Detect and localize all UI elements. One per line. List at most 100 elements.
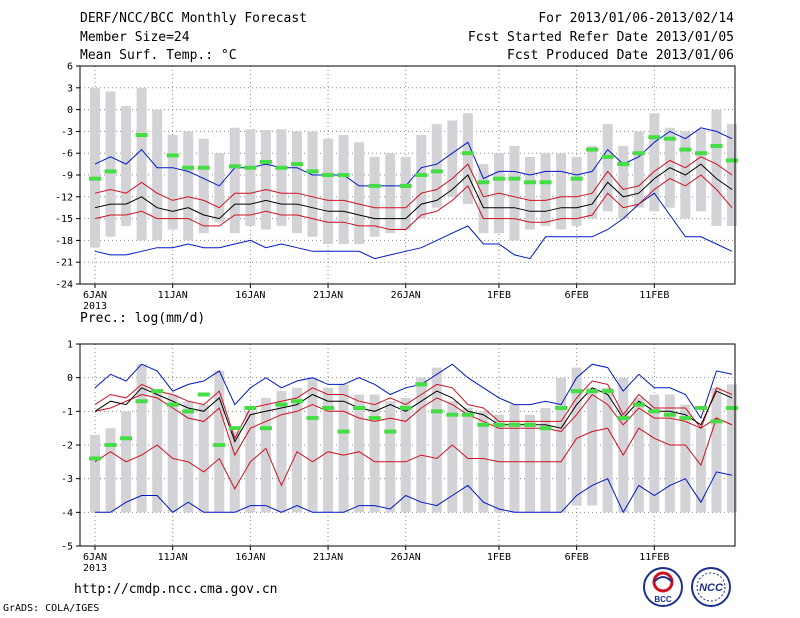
y-tick-label-0-10: -24 bbox=[55, 280, 73, 291]
x-tick-label-1-3: 21JAN bbox=[313, 552, 343, 563]
observed-mark-1-19 bbox=[384, 429, 397, 434]
spread-bar-1-26 bbox=[493, 414, 504, 513]
observed-mark-1-22 bbox=[430, 409, 443, 414]
q10-line-1 bbox=[94, 417, 733, 490]
spread-bar-0-13 bbox=[291, 131, 302, 234]
observed-mark-1-33 bbox=[601, 389, 614, 394]
observed-mark-1-28 bbox=[524, 422, 537, 427]
y-tick-label-1-1: 0 bbox=[67, 373, 73, 384]
produced-date: Fcst Produced Date 2013/01/06 bbox=[507, 48, 734, 63]
spread-bar-0-18 bbox=[369, 156, 380, 237]
observed-mark-1-20 bbox=[399, 405, 412, 410]
spread-bar-0-1 bbox=[105, 91, 116, 237]
observed-mark-1-27 bbox=[508, 422, 521, 427]
footer-url[interactable]: http://cmdp.ncc.cma.gov.cn bbox=[74, 582, 278, 597]
observed-mark-1-2 bbox=[120, 436, 133, 441]
observed-mark-1-8 bbox=[213, 443, 226, 447]
observed-mark-1-12 bbox=[275, 402, 288, 407]
spread-bar-1-1 bbox=[105, 428, 116, 513]
observed-mark-0-21 bbox=[415, 173, 428, 177]
observed-mark-1-31 bbox=[570, 389, 583, 394]
x-tick-label-0-3: 21JAN bbox=[313, 290, 343, 301]
spread-bar-1-20 bbox=[400, 397, 411, 513]
y-tick-label-0-5: -9 bbox=[61, 171, 73, 182]
spread-bar-1-25 bbox=[478, 411, 489, 513]
spread-bar-1-13 bbox=[291, 387, 302, 513]
y-tick-label-0-8: -18 bbox=[55, 236, 73, 247]
observed-mark-1-15 bbox=[322, 405, 335, 410]
spread-bar-1-5 bbox=[167, 394, 178, 513]
observed-mark-0-13 bbox=[290, 162, 303, 167]
observed-mark-0-9 bbox=[228, 164, 241, 169]
x-tick-label-1-7: 11FEB bbox=[639, 552, 669, 563]
observed-mark-0-29 bbox=[539, 180, 552, 185]
max-line-1 bbox=[94, 363, 733, 420]
observed-mark-0-35 bbox=[632, 151, 645, 156]
observed-mark-0-0 bbox=[89, 176, 101, 181]
spread-bar-0-24 bbox=[462, 113, 473, 205]
observed-mark-0-38 bbox=[679, 147, 692, 152]
spread-bar-0-9 bbox=[229, 127, 240, 234]
observed-mark-0-14 bbox=[306, 169, 319, 174]
observed-mark-0-32 bbox=[586, 147, 599, 152]
spread-bar-0-31 bbox=[571, 156, 582, 226]
observed-mark-1-11 bbox=[259, 426, 272, 431]
min-line-0 bbox=[94, 192, 733, 260]
spread-bar-1-38 bbox=[680, 404, 691, 513]
observed-mark-0-20 bbox=[399, 183, 412, 188]
spread-bar-0-23 bbox=[447, 120, 458, 197]
spread-bar-1-4 bbox=[152, 391, 163, 513]
x-tick-label-0-2: 16JAN bbox=[235, 290, 265, 301]
x-tick-label-0-5: 1FEB bbox=[487, 290, 511, 301]
spread-bar-0-10 bbox=[245, 129, 256, 226]
spread-bar-0-6 bbox=[183, 131, 194, 241]
spread-bar-0-35 bbox=[633, 131, 644, 208]
observed-mark-0-33 bbox=[601, 154, 614, 159]
observed-mark-1-35 bbox=[632, 402, 645, 407]
observed-mark-0-10 bbox=[244, 165, 257, 170]
x-tick-label-0-1: 11JAN bbox=[158, 290, 188, 301]
x-tick-label-0-7: 11FEB bbox=[639, 290, 669, 301]
spread-bar-0-34 bbox=[618, 145, 629, 219]
spread-bar-1-12 bbox=[276, 391, 287, 513]
spread-bar-0-22 bbox=[431, 124, 442, 208]
spread-bar-0-2 bbox=[121, 105, 132, 226]
observed-mark-1-17 bbox=[353, 405, 366, 410]
observed-mark-0-39 bbox=[694, 151, 707, 156]
spread-bar-0-4 bbox=[152, 109, 163, 241]
y-tick-label-0-7: -15 bbox=[55, 214, 73, 225]
spread-bar-0-0 bbox=[90, 87, 100, 248]
observed-mark-0-5 bbox=[166, 153, 179, 158]
spread-bar-0-5 bbox=[167, 135, 178, 230]
observed-mark-0-7 bbox=[197, 165, 210, 170]
y-tick-label-0-0: 6 bbox=[67, 62, 73, 73]
observed-mark-1-4 bbox=[151, 389, 164, 394]
observed-mark-1-23 bbox=[446, 412, 459, 417]
x-tick-label-1-0: 6JAN bbox=[83, 552, 107, 563]
y-tick-label-1-4: -3 bbox=[61, 474, 73, 485]
median-line-1 bbox=[94, 387, 733, 443]
spread-bar-0-28 bbox=[525, 156, 536, 230]
min-line-1 bbox=[95, 471, 733, 514]
variable-label: Mean Surf. Temp.: °C bbox=[80, 48, 237, 63]
observed-mark-0-26 bbox=[492, 176, 505, 181]
spread-bar-1-23 bbox=[447, 401, 458, 513]
spread-bar-1-31 bbox=[571, 367, 582, 506]
observed-mark-1-0 bbox=[89, 456, 101, 461]
observed-mark-1-29 bbox=[539, 426, 552, 431]
spread-bar-1-7 bbox=[198, 404, 209, 513]
observed-mark-0-40 bbox=[710, 143, 723, 148]
y-tick-label-1-3: -2 bbox=[61, 441, 73, 452]
spread-bar-0-33 bbox=[602, 124, 613, 212]
spread-bar-0-3 bbox=[136, 87, 147, 241]
spread-bar-1-37 bbox=[664, 394, 675, 513]
observed-mark-1-14 bbox=[306, 416, 319, 421]
spread-bar-0-11 bbox=[260, 129, 271, 230]
spread-bar-1-22 bbox=[431, 367, 442, 513]
x-year-label-1: 2013 bbox=[83, 563, 107, 574]
observed-mark-1-18 bbox=[368, 416, 381, 421]
y-tick-label-0-3: -3 bbox=[61, 127, 73, 138]
spread-bar-1-17 bbox=[354, 394, 365, 513]
spread-bar-1-28 bbox=[525, 414, 536, 513]
x-tick-label-1-6: 6FEB bbox=[565, 552, 589, 563]
